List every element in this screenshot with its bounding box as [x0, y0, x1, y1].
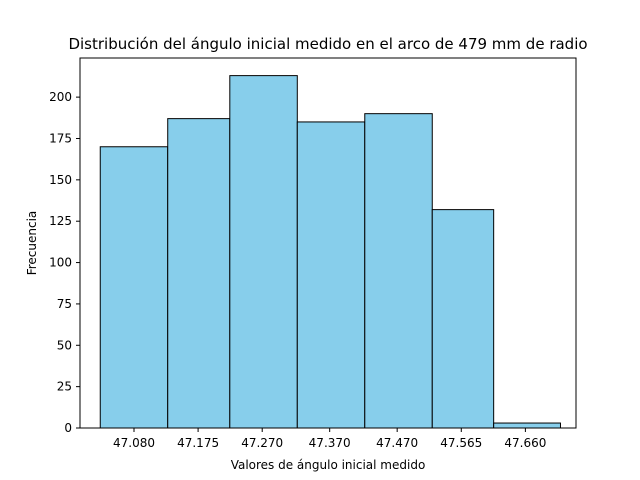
x-tick-label: 47.370 [309, 436, 351, 450]
bars-group [99, 75, 561, 429]
y-tick-label: 150 [49, 173, 72, 187]
y-tick-label: 125 [49, 214, 72, 228]
x-tick-label: 47.080 [113, 436, 155, 450]
histogram-bar-6 [431, 209, 495, 429]
plot-frame [79, 57, 577, 429]
histogram-bar-1 [99, 146, 169, 429]
y-axis-label: Frecuencia [25, 211, 39, 276]
histogram-bar-7 [493, 422, 561, 429]
x-tick-label: 47.470 [376, 436, 418, 450]
x-ticks: 47.080 47.175 47.270 47.370 47.470 47.565 47.6… [113, 428, 546, 450]
x-tick-label: 47.270 [241, 436, 283, 450]
histogram-bar-5 [364, 113, 433, 429]
y-tick-label: 100 [49, 256, 72, 270]
y-tick-label: 25 [57, 380, 72, 394]
y-tick-label: 175 [49, 131, 72, 145]
x-axis-label: Valores de ángulo inicial medido [231, 458, 426, 472]
y-ticks: 0 25 50 75 100 125 150 175 200 [49, 90, 80, 435]
x-tick-label: 47.175 [177, 436, 219, 450]
y-tick-label: 0 [64, 421, 72, 435]
histogram-bar-3 [229, 75, 298, 429]
y-tick-label: 50 [57, 338, 72, 352]
x-tick-label: 47.660 [504, 436, 546, 450]
histogram-bar-2 [167, 118, 231, 429]
histogram-bar-4 [296, 121, 366, 429]
y-tick-label: 75 [57, 297, 72, 311]
y-tick-label: 200 [49, 90, 72, 104]
chart-title: Distribución del ángulo inicial medido e… [68, 35, 587, 53]
x-tick-label: 47.565 [440, 436, 482, 450]
